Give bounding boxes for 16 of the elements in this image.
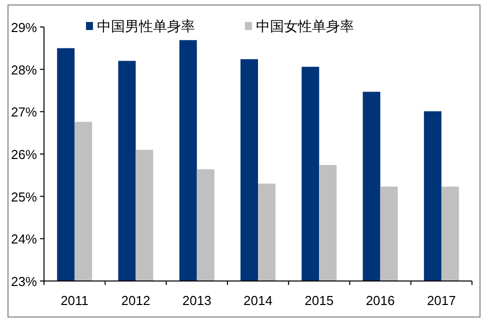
y-tick-label: 29% [10, 20, 38, 35]
y-tick-label: 25% [10, 189, 38, 204]
x-tick-label: 2013 [182, 293, 212, 308]
y-tick-label: 24% [10, 232, 38, 247]
x-tick-label: 2011 [60, 293, 89, 308]
legend-label: 中国男性单身率 [97, 18, 195, 34]
x-tick-label: 2014 [244, 293, 272, 308]
x-tick-label: 2017 [426, 293, 456, 308]
y-tick-label: 26% [10, 147, 38, 162]
x-tick-label: 2015 [304, 293, 334, 308]
y-tick-label: 27% [10, 104, 38, 120]
y-tick-label: 28% [10, 62, 38, 78]
x-tick-label: 2016 [366, 293, 395, 308]
legend-label: 中国女性单身率 [256, 18, 354, 34]
y-tick-label: 23% [10, 274, 38, 289]
x-tick-label: 2012 [121, 293, 150, 308]
